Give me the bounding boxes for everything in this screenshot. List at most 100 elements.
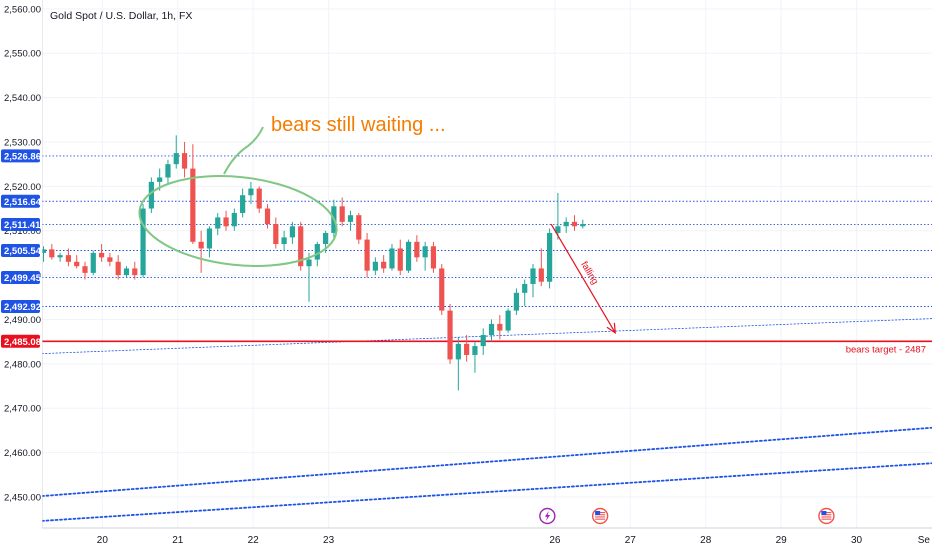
candle-body	[157, 177, 163, 182]
event-markers[interactable]	[539, 507, 835, 525]
candle-body	[447, 310, 453, 360]
candle-body	[547, 232, 553, 282]
candle-body	[256, 188, 262, 209]
y-axis[interactable]: 2,450.00 2,460.00 2,470.00 2,480.00 2,490.00…	[0, 0, 42, 528]
y-tick-label: 2,540.00	[4, 93, 41, 104]
candle-1	[49, 244, 55, 260]
candle-body	[140, 208, 146, 276]
candle-body	[480, 334, 486, 347]
candle-44	[405, 239, 412, 273]
trendline-1	[41, 426, 932, 497]
candle-5	[82, 261, 88, 280]
candle-body	[522, 283, 528, 293]
candle-24	[240, 188, 246, 218]
candle-40	[372, 257, 378, 276]
candle-36	[339, 197, 345, 227]
chart-title: Gold Spot / U.S. Dollar, 1h, FX	[50, 10, 192, 22]
candle-body	[82, 266, 88, 273]
candle-29	[281, 230, 287, 251]
x-tick-label: 29	[776, 535, 788, 546]
candle-body	[98, 252, 105, 258]
candle-41	[381, 255, 387, 273]
candle-body	[289, 226, 296, 238]
candle-body	[530, 268, 536, 284]
candle-body	[165, 164, 171, 178]
candle-60	[538, 248, 544, 287]
candle-52	[472, 341, 478, 373]
candle-body	[497, 323, 503, 331]
candle-body	[472, 346, 478, 355]
y-tick-label: 2,450.00	[4, 492, 41, 503]
candle-body	[281, 237, 287, 245]
level-badge-0[interactable]	[1, 149, 40, 163]
annotations: bears still waiting ... falling	[138, 114, 616, 334]
candle-46	[422, 241, 428, 271]
candle-body	[488, 323, 495, 335]
candle-23	[231, 208, 237, 231]
candle-13	[148, 177, 154, 213]
candle-20	[206, 226, 213, 258]
target-badge-text: 2,485.08	[4, 337, 41, 348]
y-tick-label: 2,490.00	[4, 315, 41, 326]
candle-42	[389, 244, 395, 271]
target-badge[interactable]	[1, 334, 40, 348]
candle-body	[339, 206, 345, 222]
candle-22	[223, 210, 229, 231]
lightning-icon[interactable]	[539, 507, 556, 525]
y-tick-label: 2,480.00	[4, 359, 41, 370]
x-axis[interactable]: 20 21 22 23 26 27 28 29 30 Se	[97, 535, 931, 546]
candle-body	[115, 261, 121, 276]
candle-body	[90, 252, 96, 273]
candle-body	[173, 153, 179, 165]
candle-body	[215, 217, 221, 229]
us-flag-icon[interactable]	[591, 507, 609, 525]
level-badge-text: 2,492.92	[4, 302, 41, 313]
trendline-0	[41, 318, 932, 355]
candle-45	[414, 235, 420, 262]
candle-body	[74, 261, 80, 267]
candle-30	[289, 221, 296, 245]
level-badge-4[interactable]	[1, 271, 40, 285]
candle-body	[198, 241, 204, 249]
y-tick-label: 2,510.00	[4, 226, 41, 237]
candle-body	[148, 181, 154, 209]
candle-31	[298, 221, 304, 271]
candle-8	[107, 252, 113, 267]
candle-6	[90, 250, 96, 276]
candle-18	[190, 144, 196, 245]
us-flag-icon[interactable]	[818, 507, 835, 525]
level-badge-5[interactable]	[1, 300, 40, 314]
candle-32	[306, 252, 312, 302]
candle-63	[563, 217, 569, 233]
candle-39	[364, 232, 370, 278]
level-badge-3[interactable]	[1, 244, 40, 258]
candle-body	[455, 343, 461, 360]
candle-37	[347, 210, 354, 231]
y-tick-label: 2,460.00	[4, 448, 41, 459]
candle-7	[98, 244, 105, 262]
candle-body	[306, 259, 312, 267]
candle-body	[389, 248, 395, 269]
candle-body	[405, 241, 412, 271]
candle-body	[322, 232, 329, 245]
candle-body	[356, 215, 362, 240]
candle-body	[248, 188, 254, 196]
target-label: bears target - 2487	[846, 344, 926, 355]
candle-10	[123, 266, 130, 278]
candle-body	[298, 226, 304, 267]
candle-body	[206, 228, 213, 249]
candle-61	[547, 228, 553, 289]
candle-body	[422, 246, 428, 258]
x-tick-label: 28	[700, 535, 712, 546]
candle-38	[356, 212, 362, 245]
level-badge-1[interactable]	[1, 194, 40, 208]
level-badge-text: 2,526.86	[4, 151, 41, 162]
falling-arrow-head	[606, 322, 616, 334]
trendlines	[41, 318, 932, 522]
candle-3	[65, 248, 71, 267]
candle-body	[439, 268, 445, 311]
y-tick-label: 2,560.00	[4, 4, 41, 15]
candle-body	[571, 221, 578, 227]
level-badge-2[interactable]	[1, 217, 40, 231]
